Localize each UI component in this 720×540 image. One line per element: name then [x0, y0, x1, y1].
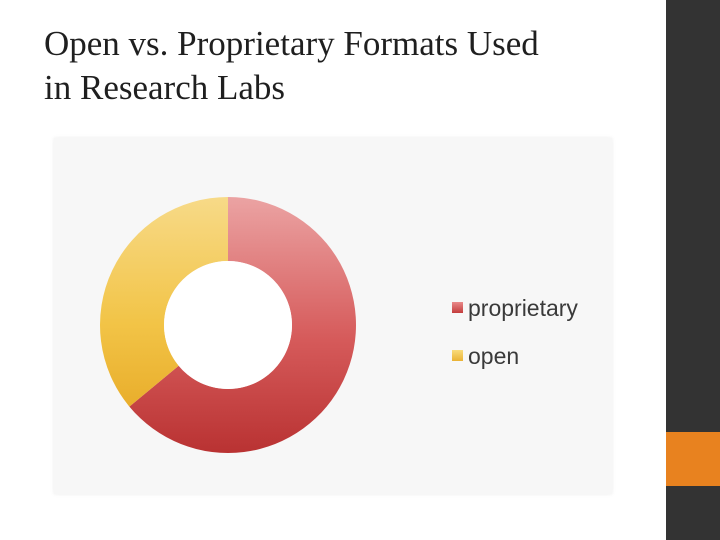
legend-swatch-open — [452, 350, 463, 361]
side-accent — [666, 432, 720, 486]
chart-panel: proprietary open — [54, 138, 612, 494]
legend-swatch-proprietary — [452, 302, 463, 313]
legend-label-proprietary: proprietary — [468, 295, 578, 321]
slice-open — [100, 197, 228, 407]
legend-label-open: open — [468, 343, 519, 369]
donut-chart: proprietary open — [100, 197, 578, 454]
donut-hole — [164, 261, 292, 389]
slice-proprietary — [129, 197, 356, 454]
slide-title: Open vs. Proprietary Formats Used in Res… — [44, 24, 539, 107]
